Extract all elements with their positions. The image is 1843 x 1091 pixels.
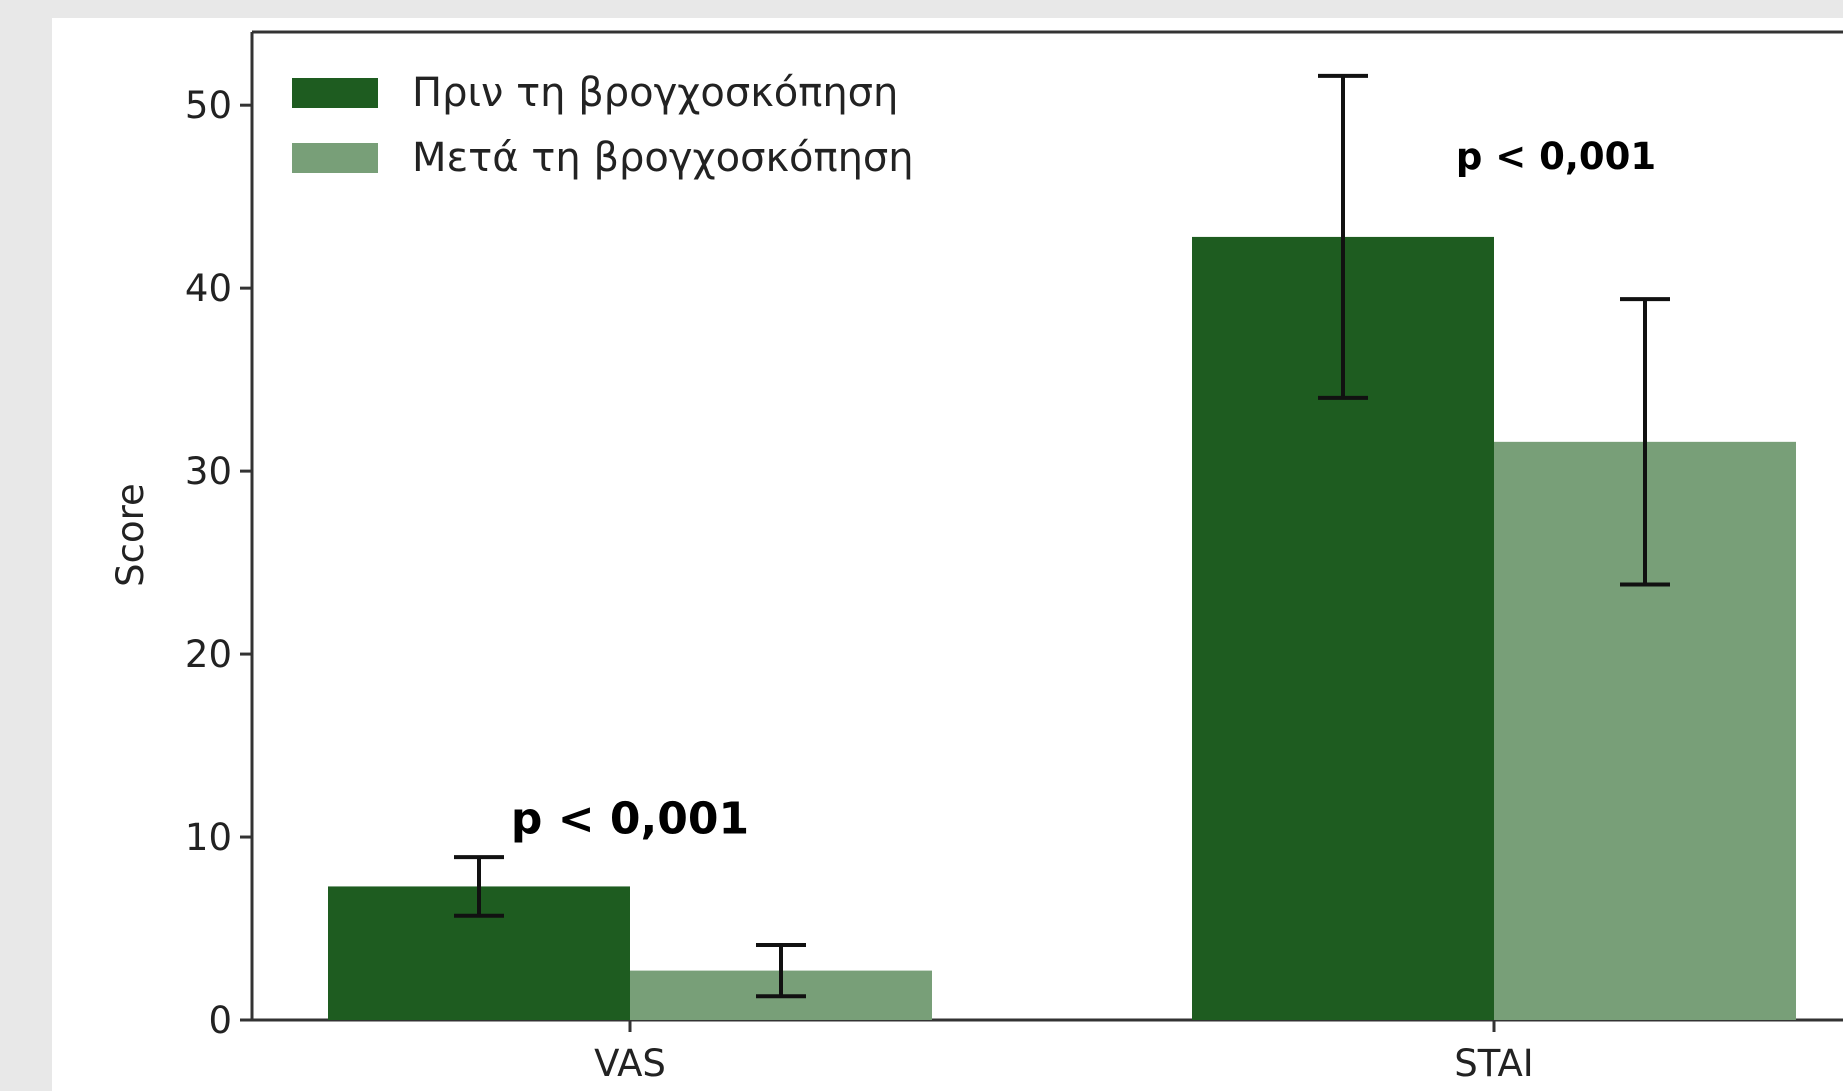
legend-label-1: Πριν τη βρογχοσκόπηση xyxy=(412,70,898,116)
y-tick-label-40: 40 xyxy=(185,267,232,310)
y-axis-label: Score xyxy=(109,483,152,587)
legend: Πριν τη βρογχοσκόπηση Μετά τη βρογχοσκόπη… xyxy=(292,70,914,181)
y-tick-label-50: 50 xyxy=(185,84,232,127)
y-tick-label-0: 0 xyxy=(208,999,232,1042)
y-tick-label-10: 10 xyxy=(185,816,232,859)
error-bars-group xyxy=(454,73,1670,999)
x-tick-label-stai: STAI xyxy=(1454,1042,1533,1085)
x-tick-label-vas: VAS xyxy=(594,1042,666,1085)
annotations-group: p < 0,001 p < 0,001 xyxy=(511,135,1656,844)
bars-group xyxy=(328,236,1796,1020)
p-value-annotation-stai: p < 0,001 xyxy=(1456,135,1656,178)
y-tick-label-30: 30 xyxy=(185,450,232,493)
legend-swatch-2 xyxy=(292,143,378,173)
y-tick-label-20: 20 xyxy=(185,633,232,676)
y-ticks-group: 0 10 20 30 40 50 xyxy=(185,84,252,1042)
x-ticks-group: VAS STAI xyxy=(594,1020,1534,1085)
legend-label-2: Μετά τη βρογχοσκόπηση xyxy=(412,135,914,181)
p-value-annotation-vas: p < 0,001 xyxy=(511,793,749,844)
legend-swatch-1 xyxy=(292,78,378,108)
